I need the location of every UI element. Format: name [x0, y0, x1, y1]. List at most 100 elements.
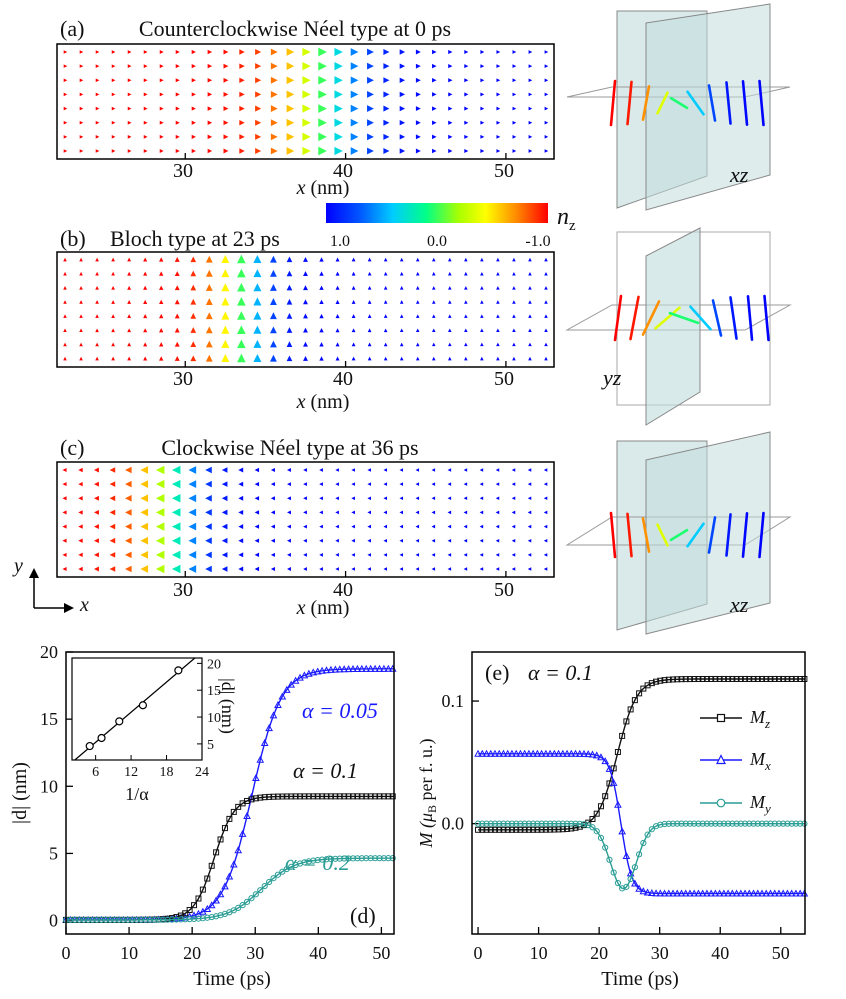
field-1-arrow [127, 328, 132, 333]
field-2-arrow [463, 524, 468, 529]
field-0-arrow [175, 134, 180, 139]
legend-e-marker [716, 798, 726, 808]
field-1-arrow [253, 353, 262, 363]
field-2-arrow [94, 495, 99, 501]
field-2-arrow [367, 468, 371, 472]
field-2-arrow [543, 553, 548, 557]
d-marker [257, 794, 264, 801]
field-0-arrow [399, 134, 406, 140]
e-marker [665, 820, 672, 827]
field-0-arrow [302, 76, 311, 85]
field-2-arrow [511, 538, 516, 543]
field-1-arrow [237, 325, 246, 334]
side-arrow [609, 511, 617, 559]
field-2-arrow [431, 510, 436, 515]
field-2-arrow [155, 508, 165, 517]
field-1-arrow [159, 257, 164, 262]
field-0-arrow [255, 133, 262, 140]
e-marker [648, 680, 655, 687]
side-arrow [746, 295, 754, 341]
field-1-arrow [286, 313, 293, 319]
field-2-arrow [254, 467, 260, 473]
inset-ytick-label: 10 [207, 711, 221, 726]
e-marker [640, 839, 647, 847]
field-0-arrow [191, 64, 196, 69]
side-arrow [626, 80, 633, 126]
d-marker [269, 711, 278, 719]
d-marker [177, 916, 184, 923]
side-arrow [669, 96, 689, 110]
d-marker [216, 890, 225, 898]
field-2-arrow [188, 466, 197, 474]
e-marker [619, 885, 626, 892]
e-marker [547, 826, 554, 833]
d-marker [137, 916, 145, 923]
e-marker [508, 820, 516, 827]
field-0-arrow [367, 62, 374, 70]
field-1-arrow [205, 340, 213, 348]
d-xtick-label: 50 [372, 943, 390, 963]
inset-xtick-label: 12 [124, 765, 138, 780]
field-2-arrow [78, 481, 83, 487]
field-1-arrow [351, 314, 356, 319]
field-0-arrow [432, 120, 437, 125]
e-marker [657, 821, 664, 828]
field-2-arrow [205, 509, 212, 516]
field-2-arrow [94, 524, 99, 530]
panel-c-frame [56, 461, 555, 578]
d-marker [362, 664, 371, 672]
field-0-arrow [79, 50, 84, 54]
d-marker [327, 665, 335, 673]
d-marker [195, 915, 202, 922]
d-marker [331, 665, 340, 673]
d-marker [349, 664, 357, 673]
e-marker [686, 820, 694, 827]
field-1-arrow [174, 355, 180, 361]
field-1-arrow [205, 312, 213, 320]
field-1-arrow [205, 298, 213, 305]
d-marker [190, 915, 198, 923]
field-0-arrow [334, 90, 343, 99]
e-marker [491, 820, 499, 827]
e-marker [602, 844, 609, 851]
field-0-arrow [159, 78, 164, 83]
d-marker [358, 793, 365, 800]
field-0-arrow [496, 149, 501, 153]
e-marker [609, 778, 618, 786]
e-marker [547, 820, 554, 827]
d-marker [371, 855, 379, 862]
d-marker [367, 793, 374, 800]
field-1-arrow [367, 285, 372, 290]
field-2-arrow [303, 552, 307, 557]
field-1-arrow [383, 328, 388, 333]
field-1-arrow [431, 328, 436, 333]
field-0-arrow [464, 78, 469, 83]
field-0-arrow [159, 120, 164, 125]
field-0-arrow [318, 132, 327, 142]
field-0-arrow [175, 78, 180, 83]
field-1-arrow [253, 297, 262, 306]
field-1-arrow [496, 257, 500, 262]
d-marker [146, 916, 153, 923]
e-marker [746, 820, 753, 827]
d-marker [372, 793, 379, 800]
e-marker [580, 749, 588, 757]
inset-point [115, 717, 124, 726]
field-1-arrow [399, 342, 404, 347]
field-0-arrow [207, 148, 213, 154]
field-1-arrow [367, 342, 372, 347]
panel-c-vector-field [62, 465, 548, 574]
d-marker [115, 916, 123, 923]
e-marker [742, 675, 749, 682]
field-2-arrow [188, 494, 197, 503]
field-0-arrow [367, 48, 374, 56]
field-2-arrow [463, 482, 468, 486]
panel-b-xtick-30: 30 [173, 368, 193, 390]
field-1-arrow [464, 328, 468, 333]
d-marker [266, 793, 273, 800]
e-marker [614, 800, 622, 808]
field-2-arrow [495, 567, 500, 571]
field-2-arrow [335, 496, 339, 501]
field-2-arrow [527, 524, 532, 529]
field-0-arrow [415, 148, 421, 154]
